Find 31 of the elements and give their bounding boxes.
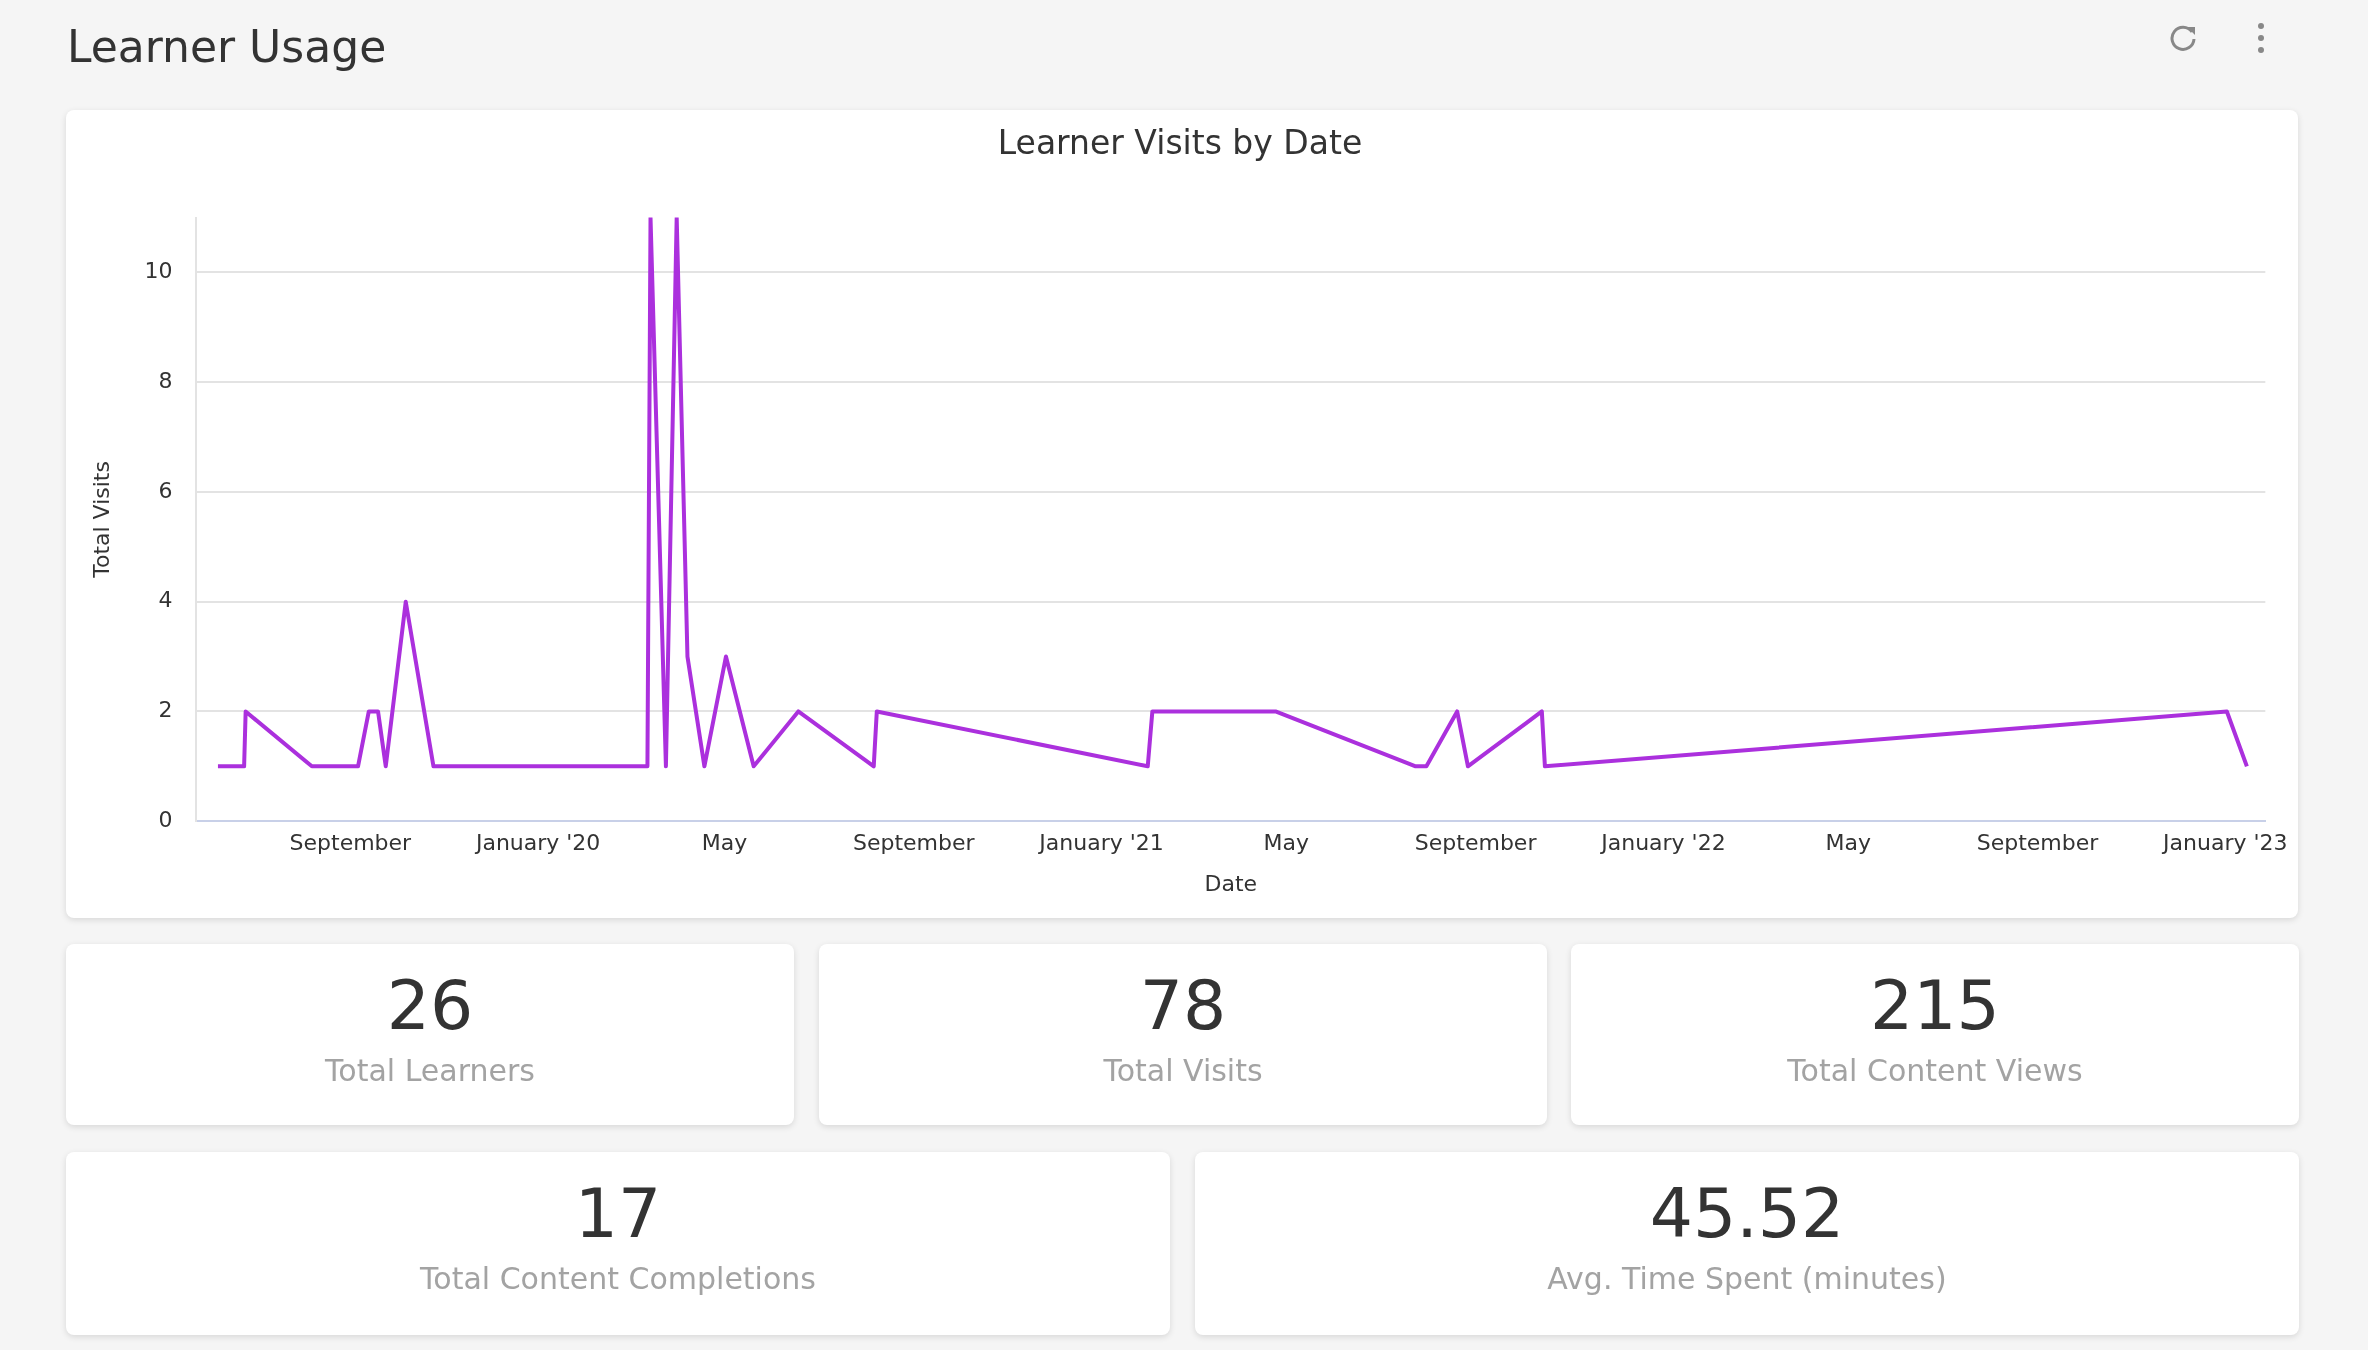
x-tick-label: January '21 — [1037, 830, 1164, 856]
x-tick-label: September — [1976, 830, 2100, 856]
x-tick-label: September — [852, 830, 976, 856]
y-tick-label: 4 — [158, 587, 173, 613]
y-axis-title: Total Visits — [88, 461, 114, 579]
y-tick-label: 0 — [158, 806, 173, 832]
text: Total Learners — [324, 1053, 536, 1088]
text: 26 — [385, 966, 475, 1045]
x-tick-label: January '20 — [473, 830, 601, 856]
text: 215 — [1869, 966, 2001, 1045]
x-axis-title: Date — [1204, 870, 1258, 896]
text: 45.52 — [1648, 1174, 1846, 1253]
x-tick-label: May — [1825, 830, 1871, 856]
x-tick-label: May — [701, 830, 748, 856]
x-tick-label: September — [1414, 830, 1538, 856]
text: Total Content Views — [1786, 1053, 2084, 1088]
y-tick-label: 8 — [158, 367, 173, 393]
text: Total Visits — [1102, 1053, 1264, 1088]
text: 78 — [1138, 966, 1228, 1045]
x-tick-label: May — [1263, 830, 1310, 856]
chart-title: Learner Visits by Date — [997, 123, 1363, 163]
text: Learner Usage — [67, 20, 387, 72]
y-tick-label: 2 — [158, 697, 173, 723]
y-tick-label: 6 — [158, 477, 173, 503]
x-tick-label: January '23 — [2161, 830, 2288, 856]
y-tick-label: 10 — [144, 258, 173, 284]
text: 17 — [573, 1174, 663, 1253]
x-tick-label: January '22 — [1599, 830, 1726, 856]
x-tick-label: September — [289, 830, 413, 856]
text: Avg. Time Spent (minutes) — [1546, 1261, 1948, 1296]
text: Total Content Completions — [419, 1261, 817, 1296]
